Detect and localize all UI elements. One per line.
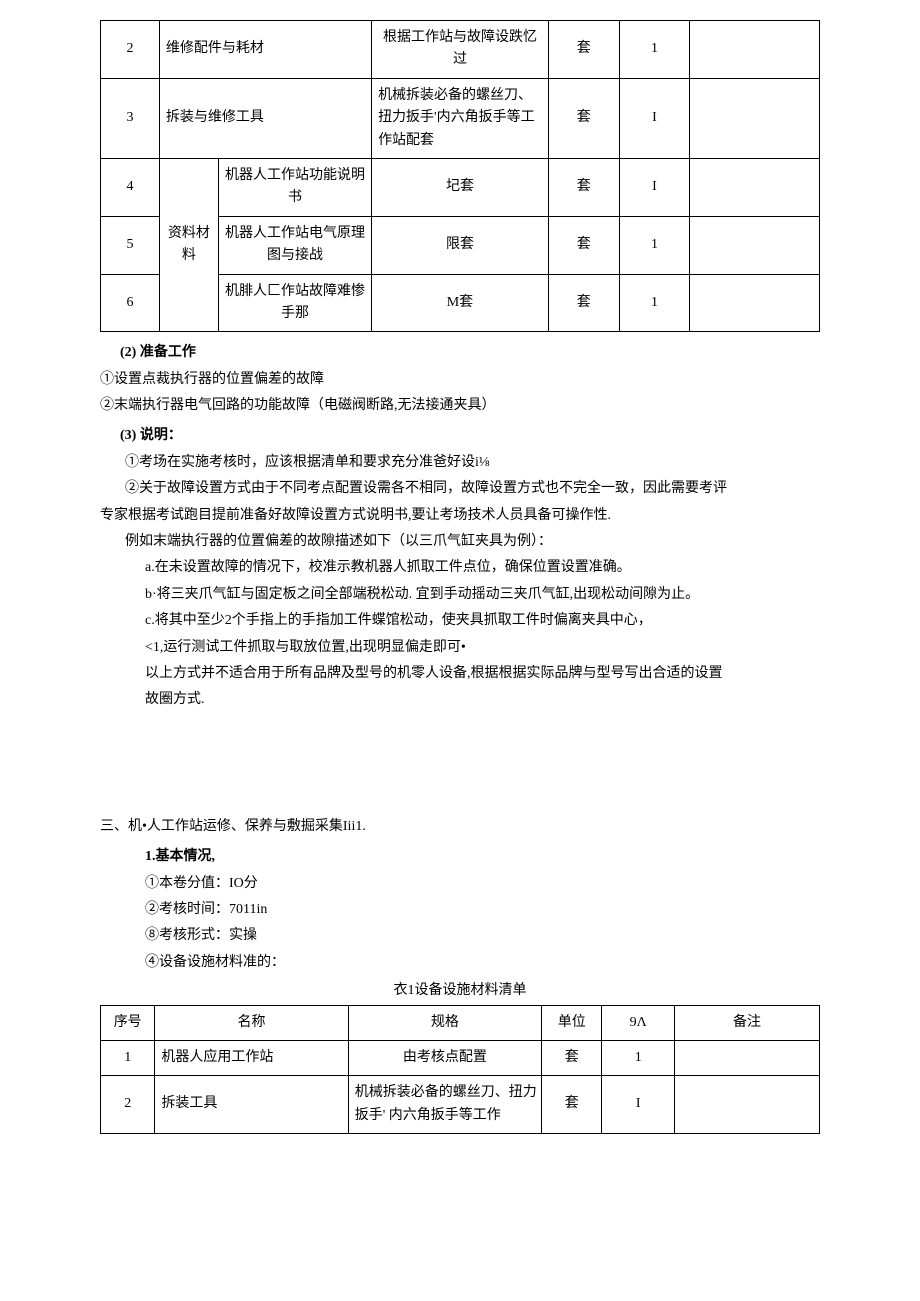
cell-spec: 机械拆装必备的螺丝刀、扭力扳手'内六角扳手等工作站配套 bbox=[372, 78, 549, 158]
cell-name: 机器人应用工作站 bbox=[155, 1040, 348, 1075]
cell-num: 2 bbox=[101, 21, 160, 79]
text-line: ②考核时间：7011in bbox=[100, 899, 820, 921]
cell-remark bbox=[690, 158, 820, 216]
text-line: a.在未设置故障的情况下，校准示教机器人抓取工件点位，确保位置设置准确。 bbox=[100, 557, 820, 579]
cell-num: 3 bbox=[101, 78, 160, 158]
table-row: 4 资料材料 机器人工作站功能说明书 圮套 套 I bbox=[101, 158, 820, 216]
cell-unit: 套 bbox=[542, 1076, 602, 1134]
text-line: 例如末端执行器的位置偏差的故隙描述如下（以三爪气缸夹具为例）： bbox=[100, 531, 820, 553]
cell-num: 2 bbox=[101, 1076, 155, 1134]
cell-remark bbox=[690, 216, 820, 274]
cell-num: 5 bbox=[101, 216, 160, 274]
sub-heading: 1.基本情况, bbox=[100, 846, 820, 868]
text-line: ①设置点裁执行器的位置偏差的故障 bbox=[100, 369, 820, 391]
equipment-table-2: 序号 名称 规格 单位 9Λ 备注 1 机器人应用工作站 由考核点配置 套 1 … bbox=[100, 1005, 820, 1135]
cell-num: 1 bbox=[101, 1040, 155, 1075]
equipment-table-1: 2 维修配件与耗材 根据工作站与故障设跌忆过 套 1 3 拆装与维修工具 机械拆… bbox=[100, 20, 820, 332]
cell-name: 维修配件与耗材 bbox=[159, 21, 371, 79]
text-line: ④设备设施材料准的： bbox=[100, 952, 820, 974]
cell-unit: 套 bbox=[542, 1040, 602, 1075]
cell-qty: 1 bbox=[619, 21, 690, 79]
text-line: ②关于故障设置方式由于不同考点配置设需各不相同，故障设置方式也不完全一致，因此需… bbox=[100, 478, 820, 500]
cell-spec: 限套 bbox=[372, 216, 549, 274]
cell-qty: 1 bbox=[619, 216, 690, 274]
text-line: 专家根据考试跑目提前准备好故障设置方式说明书,要让考场技术人员具备可操作性. bbox=[100, 505, 820, 527]
cell-unit: 套 bbox=[548, 158, 619, 216]
table-2-caption: 衣1设备设施材料清单 bbox=[100, 980, 820, 1002]
text-line: 故圈方式. bbox=[100, 689, 820, 711]
text-line: ①考场在实施考核时，应该根据清单和要求充分准爸好设i⅛ bbox=[100, 452, 820, 474]
cell-qty: 1 bbox=[602, 1040, 675, 1075]
table-row: 2 维修配件与耗材 根据工作站与故障设跌忆过 套 1 bbox=[101, 21, 820, 79]
text-line: c.将其中至少2个手指上的手指加工件蝶馆松动，使夹具抓取工件时偏离夹具中心， bbox=[100, 610, 820, 632]
cell-spec: 机械拆装必备的螺丝刀、扭力扳手' 内六角扳手等工作 bbox=[348, 1076, 541, 1134]
table-row: 1 机器人应用工作站 由考核点配置 套 1 bbox=[101, 1040, 820, 1075]
header-cell: 9Λ bbox=[602, 1005, 675, 1040]
table-header-row: 序号 名称 规格 单位 9Λ 备注 bbox=[101, 1005, 820, 1040]
header-cell: 备注 bbox=[674, 1005, 819, 1040]
header-cell: 规格 bbox=[348, 1005, 541, 1040]
cell-spec: M套 bbox=[372, 274, 549, 332]
cell-unit: 套 bbox=[548, 21, 619, 79]
cell-unit: 套 bbox=[548, 274, 619, 332]
cell-spec: 由考核点配置 bbox=[348, 1040, 541, 1075]
cell-name: 拆装工具 bbox=[155, 1076, 348, 1134]
text-line: ②末端执行器电气回路的功能故障（电磁阀断路,无法接通夹具） bbox=[100, 395, 820, 417]
section-2-heading: (2) 准备工作 bbox=[100, 342, 820, 364]
text-line: ⑧考核形式：实操 bbox=[100, 925, 820, 947]
cell-unit: 套 bbox=[548, 78, 619, 158]
section-3-heading: (3) 说明： bbox=[100, 425, 820, 447]
cell-name: 拆装与维修工具 bbox=[159, 78, 371, 158]
cell-qty: I bbox=[619, 78, 690, 158]
text-line: ①本卷分值：IO分 bbox=[100, 873, 820, 895]
cell-name: 机器人工作站电气原理图与接战 bbox=[218, 216, 371, 274]
text-line: <1,运行测试工件抓取与取放位置,出现明显偏走即可• bbox=[100, 637, 820, 659]
cell-qty: I bbox=[602, 1076, 675, 1134]
header-cell: 序号 bbox=[101, 1005, 155, 1040]
table-row: 2 拆装工具 机械拆装必备的螺丝刀、扭力扳手' 内六角扳手等工作 套 I bbox=[101, 1076, 820, 1134]
section-three-title: 三、机•人工作站运修、保养与敷掘采集Iii1. bbox=[100, 816, 820, 838]
cell-name: 机器人工作站功能说明书 bbox=[218, 158, 371, 216]
header-cell: 名称 bbox=[155, 1005, 348, 1040]
cell-remark bbox=[674, 1040, 819, 1075]
spacer bbox=[100, 716, 820, 746]
cell-remark bbox=[674, 1076, 819, 1134]
spacer bbox=[100, 746, 820, 776]
text-line: 以上方式并不适合用于所有品牌及型号的机零人设备,根据根据实际品牌与型号写出合适的… bbox=[100, 663, 820, 685]
cell-num: 6 bbox=[101, 274, 160, 332]
cell-qty: 1 bbox=[619, 274, 690, 332]
header-cell: 单位 bbox=[542, 1005, 602, 1040]
table-row: 3 拆装与维修工具 机械拆装必备的螺丝刀、扭力扳手'内六角扳手等工作站配套 套 … bbox=[101, 78, 820, 158]
cell-num: 4 bbox=[101, 158, 160, 216]
cell-spec: 根据工作站与故障设跌忆过 bbox=[372, 21, 549, 79]
cell-unit: 套 bbox=[548, 216, 619, 274]
cell-merged-label: 资料材料 bbox=[159, 158, 218, 331]
cell-name: 机腓人匚作站故障难惨手那 bbox=[218, 274, 371, 332]
cell-remark bbox=[690, 274, 820, 332]
cell-remark bbox=[690, 21, 820, 79]
text-line: b·将三夹爪气缸与固定板之间全部端税松动. 宜到手动摇动三夹爪气缸,出现松动间隙… bbox=[100, 584, 820, 606]
cell-remark bbox=[690, 78, 820, 158]
cell-qty: I bbox=[619, 158, 690, 216]
cell-spec: 圮套 bbox=[372, 158, 549, 216]
